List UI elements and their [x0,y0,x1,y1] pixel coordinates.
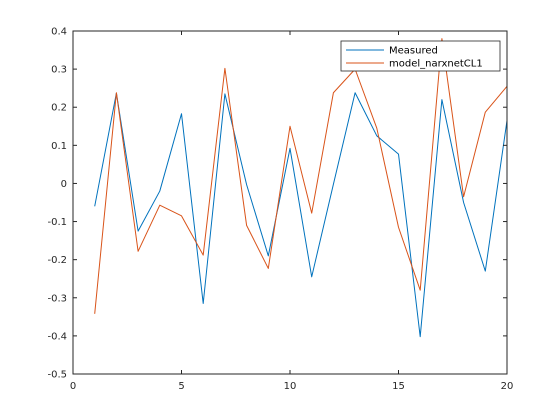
x-tick-label: 10 [284,381,297,392]
x-tick-label: 20 [501,381,514,392]
y-tick-label: 0 [61,179,67,190]
y-tick-label: 0.2 [51,103,67,114]
x-tick-label: 5 [178,381,184,392]
series-line-model [94,38,508,314]
plot-area: 0 5 10 15 20 -0.5-0.4-0.3-0.2-0.100.10.20.30… [47,27,513,393]
y-tick-label: -0.5 [47,370,67,381]
y-tick-label: 0.3 [51,65,67,76]
y-tick-label: 0.1 [51,141,67,152]
legend-label-model: model_narxnetCL1 [389,59,483,70]
legend: Measured model_narxnetCL1 [340,40,501,72]
y-tick-label: -0.1 [47,217,67,228]
y-tick-label: -0.3 [47,293,67,304]
x-tick-label: 0 [70,381,76,392]
legend-box [340,40,501,72]
y-axis: -0.5 -0.4 -0.3 -0.2 -0.1 0 0.1 0.2 0.3 0.4 [47,27,507,381]
y-tick-label: -0.4 [47,331,67,342]
y-tick-label: 0.4 [51,27,67,38]
series-line-measured [94,92,508,338]
x-tick-label: 15 [392,381,405,392]
series-lines [94,38,508,338]
y-tick-label: -0.2 [47,255,67,266]
legend-label-measured: Measured [389,46,438,57]
axes-background [73,31,507,374]
x-axis: 0 5 10 15 20 [70,31,514,392]
